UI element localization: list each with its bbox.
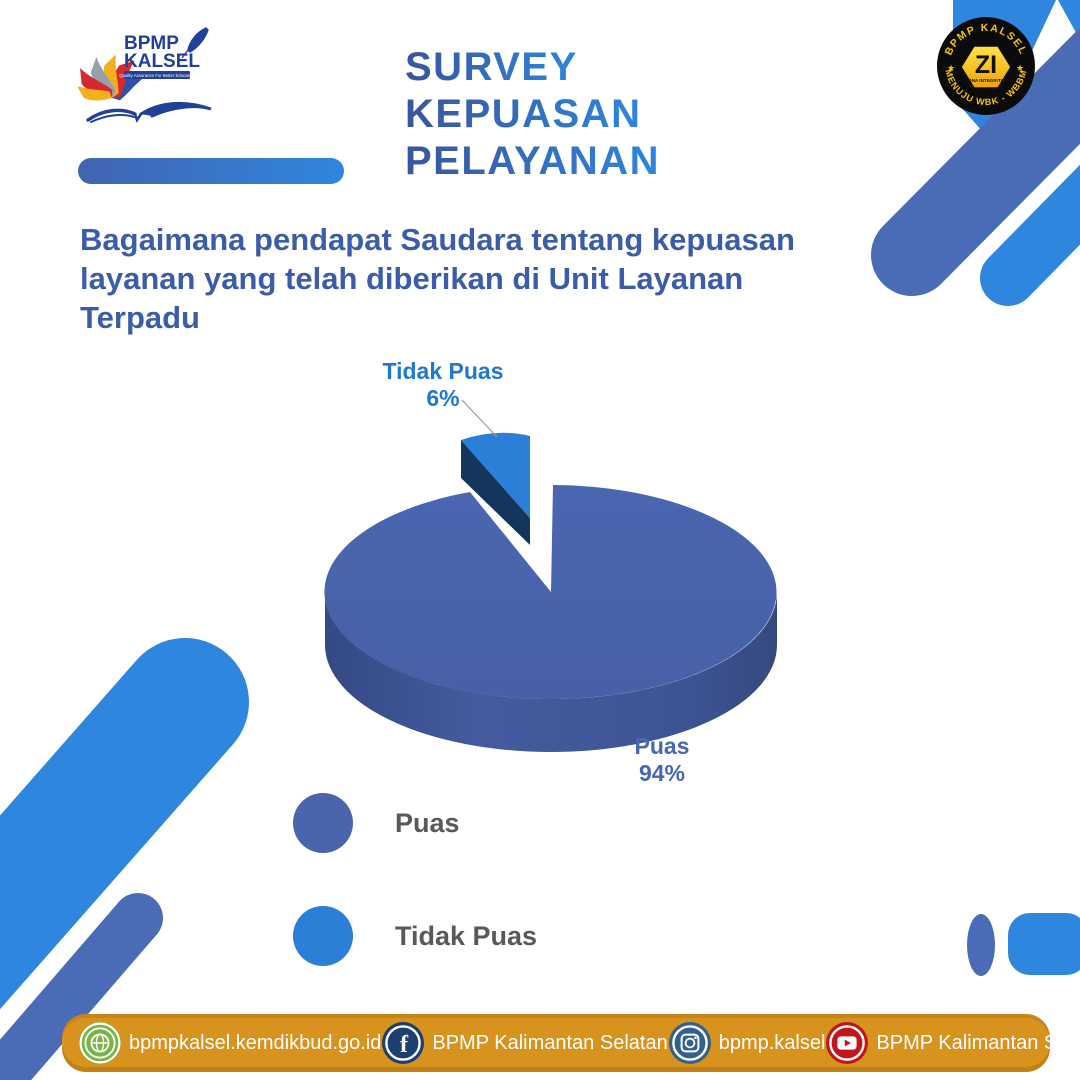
badge-zi-text: ZI [975,51,997,79]
instagram-icon [668,1022,711,1064]
title-line-1: SURVEY [405,45,578,89]
logo-fan-icon [78,54,149,101]
youtube-icon [826,1022,869,1064]
deco-top-right-corner-triangle [1058,0,1080,40]
badge-sub-text: ZONA INTEGRITAS [965,78,1007,83]
svg-text:f: f [400,1032,409,1058]
title-line-2: KEPUASAN [405,92,642,136]
footer-social-bar: bpmpkalsel.kemdikbud.go.id f BPMP Kalima… [62,1014,1080,1072]
pie-slice-puas-top [324,485,777,699]
logo-text-kalsel: KALSEL [124,51,200,72]
label-puas-value: 94% [638,760,686,786]
bpmp-kalsel-logo: BPMP KALSEL Quality Assurance For Better… [78,27,212,123]
badge-hexagon [960,45,1012,89]
footer-instagram-link[interactable]: bpmp.kalsel [668,1021,826,1065]
label-puas: Puas 94% [592,733,732,787]
deco-top-right-slate-band [871,27,1080,296]
logo-quill-icon [181,27,209,59]
footer-facebook-link[interactable]: f BPMP Kalimantan Selatan [381,1021,668,1065]
deco-top-right-blue-band [980,164,1080,306]
deco-bottom-left-blue-band [0,638,249,1010]
pie-slice-tidak-puas-side [461,440,530,545]
deco-bottom-right-blue-pill [1008,913,1080,975]
legend-swatch-tidak-puas [293,906,353,966]
footer-instagram-label: bpmp.kalsel [718,1031,826,1054]
label-tidak-puas-value: 6% [426,385,460,411]
legend-item-tidak-puas: Tidak Puas [293,906,537,966]
legend-label-tidak-puas: Tidak Puas [395,920,538,951]
footer-website-label: bpmpkalsel.kemdikbud.go.id [129,1031,382,1054]
page-title: SURVEY KEPUASAN PELAYANAN [405,44,660,185]
label-puas-text: Puas [634,733,690,759]
footer-website-link[interactable]: bpmpkalsel.kemdikbud.go.id [78,1021,381,1065]
label-leader-line [461,399,498,438]
survey-question: Bagaimana pendapat Saudara tentang kepua… [80,222,795,335]
badge-star-right: ★ [1016,63,1024,73]
deco-bottom-left-slate-band [0,893,163,1080]
footer-youtube-link[interactable]: BPMP Kalimantan Selatan [825,1021,1080,1065]
badge-star-left: ★ [947,63,955,73]
legend-swatch-puas [293,793,353,853]
logo-book-icon [86,101,212,123]
header-accent-capsule [78,158,344,184]
title-line-3: PELAYANAN [405,139,661,183]
globe-icon [79,1022,121,1064]
pie-slice-puas-side [325,592,777,752]
zona-integritas-badge: BPMP KALSEL MENUJU WBK - WBBM ★ ★ ZI ZON… [937,17,1035,115]
facebook-icon: f [382,1022,425,1064]
footer-youtube-label: BPMP Kalimantan Selatan [876,1031,1080,1054]
label-tidak-puas-text: Tidak Puas [382,358,504,384]
logo-tagline: Quality Assurance For Better Education [119,73,195,78]
logo-text-bpmp: BPMP [124,33,179,54]
deco-bottom-right-slate-ellipse [967,914,995,976]
footer-facebook-label: BPMP Kalimantan Selatan [432,1031,668,1054]
label-tidak-puas: Tidak Puas 6% [373,358,513,412]
legend-label-puas: Puas [395,807,460,838]
pie-slice-tidak-puas-top [461,432,530,518]
legend-item-puas: Puas [293,793,460,853]
logo-tagline-banner [124,71,190,79]
